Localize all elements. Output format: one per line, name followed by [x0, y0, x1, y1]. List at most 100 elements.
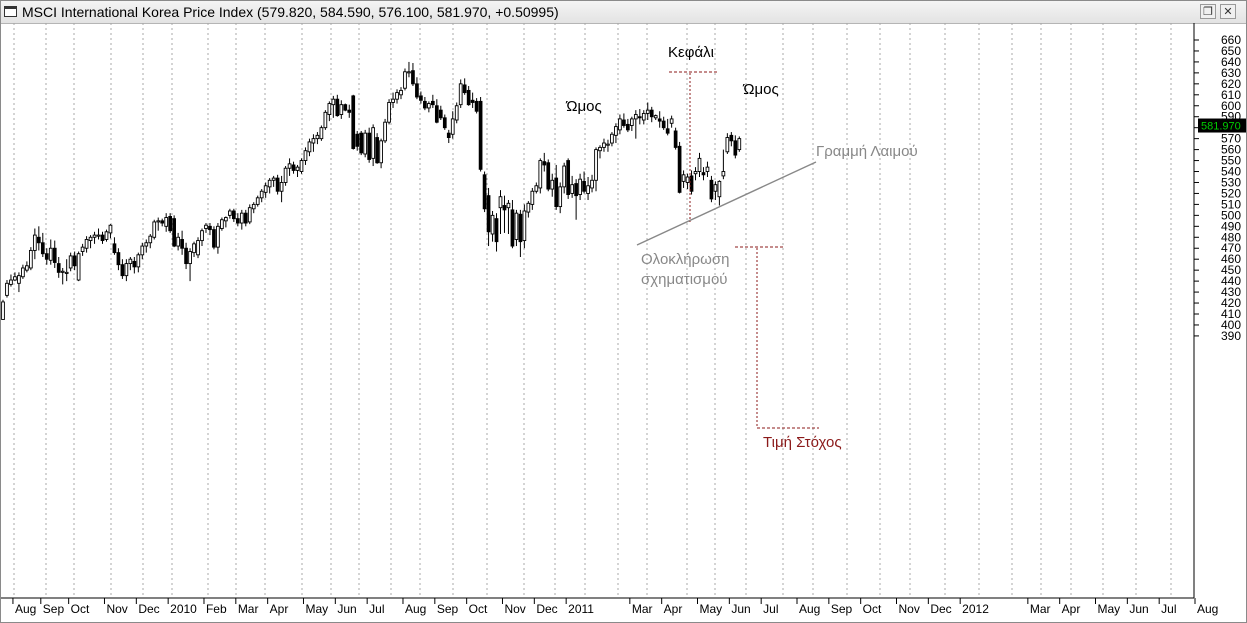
candle [657, 111, 662, 128]
candle-body [510, 209, 515, 247]
candle-body [21, 267, 25, 278]
candle-body [267, 179, 272, 188]
candle-body [52, 247, 57, 263]
candle [247, 204, 252, 225]
title-bar[interactable]: MSCI International Korea Price Index (57… [1, 1, 1246, 24]
candle [112, 237, 117, 255]
candle [303, 147, 308, 165]
y-tick-label: 600 [1221, 99, 1241, 113]
candle-body [474, 100, 479, 112]
candle-body [363, 132, 368, 155]
candle [60, 267, 65, 285]
x-tick-label: Dec [930, 602, 951, 616]
candle [438, 105, 443, 121]
candle [40, 232, 45, 258]
x-tick-label: Sep [831, 602, 853, 616]
candle-body [104, 231, 109, 240]
candle-body [180, 239, 184, 249]
candle [733, 135, 738, 159]
candle-body [68, 255, 73, 269]
candle [25, 261, 29, 273]
candle-body [661, 120, 666, 129]
candle [669, 115, 674, 128]
candle [56, 257, 61, 278]
candle [29, 247, 33, 271]
x-tick-label: Aug [799, 602, 820, 616]
candle-body [100, 234, 105, 242]
candle-body [220, 219, 224, 229]
candle [633, 110, 638, 139]
candle-body [275, 177, 280, 192]
candle [307, 138, 312, 157]
candle-body [307, 141, 312, 153]
candle-body [610, 133, 614, 144]
window-icon[interactable] [4, 6, 17, 17]
candle [661, 116, 666, 130]
candle-body [315, 134, 320, 140]
x-tick-label: Oct [469, 602, 488, 616]
candle-body [156, 220, 161, 223]
candle [737, 136, 742, 152]
candle [371, 124, 375, 167]
candle [176, 232, 180, 251]
candle-body [136, 254, 141, 268]
candle [140, 242, 145, 260]
candle [713, 181, 718, 201]
candle-body [566, 160, 571, 195]
candle-body [271, 177, 276, 181]
candle [454, 102, 459, 124]
candle-body [506, 202, 511, 209]
candle [44, 248, 49, 265]
candle-body [208, 225, 212, 231]
candle-body [259, 190, 264, 199]
candle-body [526, 202, 531, 213]
close-button[interactable]: ✕ [1220, 4, 1236, 19]
candle-body [375, 137, 379, 164]
candle [614, 123, 618, 144]
label-left-shoulder: Ώμος [565, 98, 602, 115]
y-tick-label: 400 [1221, 318, 1241, 332]
candle [188, 248, 192, 282]
x-tick-label: 2011 [568, 602, 594, 616]
candle-body [717, 180, 722, 198]
candle-body [200, 230, 204, 242]
candle [52, 240, 57, 268]
x-tick-label: Apr [270, 602, 289, 616]
candle-body [558, 186, 563, 208]
candle-body [657, 118, 662, 122]
candle [526, 201, 531, 218]
candle [144, 239, 149, 253]
candle-body [729, 134, 734, 142]
candle [423, 96, 427, 111]
x-tick-label: Nov [106, 602, 127, 616]
candle [200, 228, 204, 247]
candle [729, 132, 734, 147]
y-tick-label: 440 [1221, 274, 1241, 288]
candle [343, 103, 348, 112]
candle-body [331, 98, 336, 106]
candle-body [430, 100, 435, 106]
restore-button[interactable]: ❐ [1200, 4, 1216, 19]
candle [474, 98, 479, 114]
candle [379, 138, 383, 169]
x-tick-label: Nov [504, 602, 525, 616]
candle [351, 94, 356, 150]
candle-body [1, 301, 5, 320]
x-tick-label: Feb [206, 602, 227, 616]
candle-body [291, 164, 296, 171]
y-tick-label: 520 [1221, 186, 1241, 200]
candle-body [407, 71, 411, 74]
restore-icon: ❐ [1203, 5, 1213, 18]
candle [645, 102, 650, 121]
candle-body [176, 236, 180, 247]
candle [48, 239, 53, 265]
y-axis: 3904004104204304404504604704804905005105… [1193, 23, 1246, 598]
candle [243, 209, 248, 227]
y-tick-label: 430 [1221, 285, 1241, 299]
candle-body [371, 127, 375, 159]
candle-body [721, 171, 726, 177]
candle-body [295, 166, 300, 171]
candle [128, 257, 133, 271]
window-title: MSCI International Korea Price Index (57… [22, 4, 559, 20]
candle [311, 134, 316, 152]
